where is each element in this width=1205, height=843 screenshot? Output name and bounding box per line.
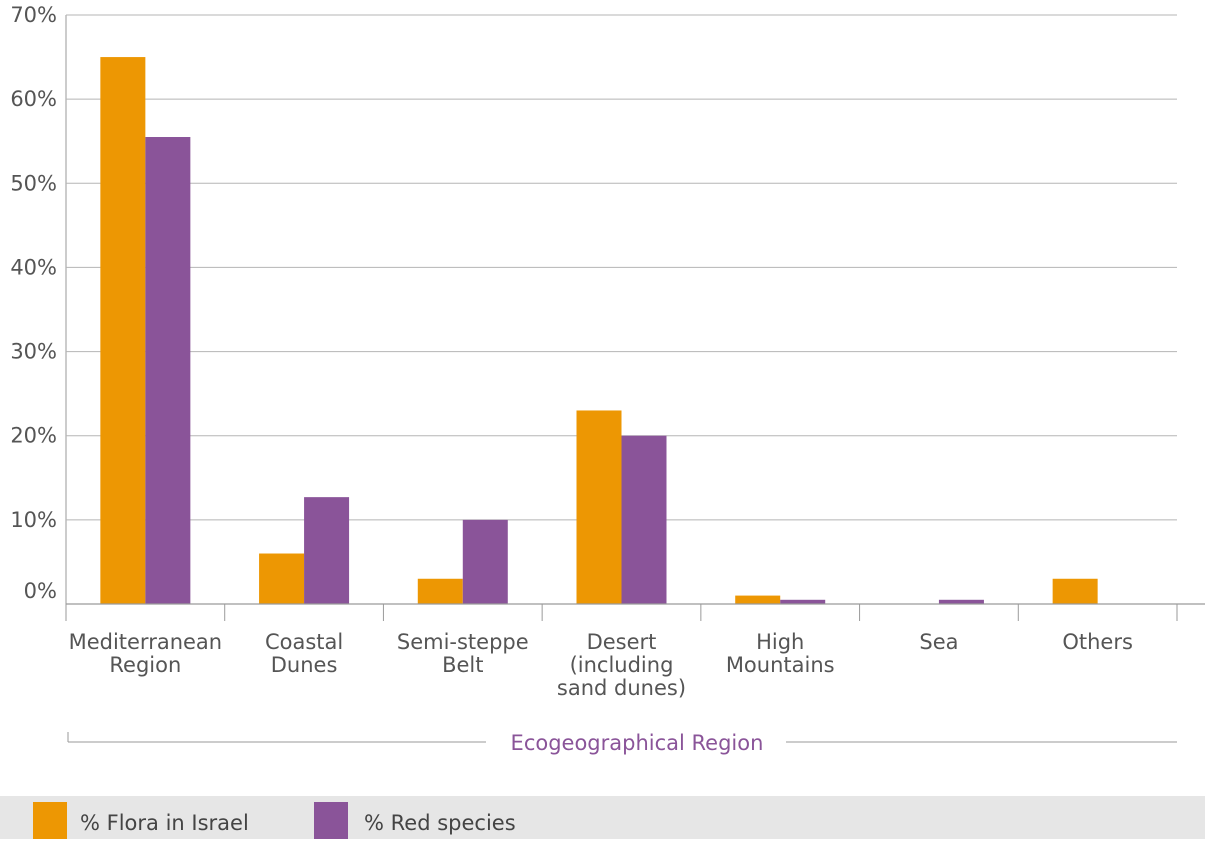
x-tick-label: Others <box>1062 630 1133 654</box>
y-tick-label: 10% <box>10 508 57 532</box>
bar-red-species <box>145 137 191 604</box>
legend-label-flora: % Flora in Israel <box>80 811 249 835</box>
y-tick-label: 50% <box>10 171 57 195</box>
bar-flora <box>100 57 146 605</box>
x-axis-title: Ecogeographical Region <box>511 731 764 755</box>
y-axis-ticks: 0% 10% 20% 30% 40% 50% 60% 70% <box>10 3 57 603</box>
legend-background <box>0 796 1205 839</box>
x-tick-label: Semi-steppe Belt <box>397 630 529 677</box>
bar-flora <box>735 595 781 604</box>
y-tick-label: 40% <box>10 255 57 279</box>
legend-swatch-red-species <box>314 802 348 839</box>
y-tick-label: 70% <box>10 3 57 27</box>
x-axis-title-group: Ecogeographical Region <box>67 731 1177 755</box>
x-tick-label: Desert (including sand dunes) <box>557 630 686 700</box>
bar-flora <box>576 410 622 604</box>
y-tick-label: 60% <box>10 87 57 111</box>
y-tick-label: 0% <box>24 579 57 603</box>
y-tick-label: 30% <box>10 340 57 364</box>
bar-red-species <box>621 435 667 604</box>
x-tick-label: Coastal Dunes <box>265 630 343 677</box>
x-tick-label: High Mountains <box>726 630 835 677</box>
x-tick-label: Sea <box>919 630 958 654</box>
legend-swatch-flora <box>33 802 67 839</box>
x-tick-label: Mediterranean Region <box>69 630 223 677</box>
legend: % Flora in Israel % Red species <box>0 796 1205 839</box>
bar-red-species <box>304 497 350 604</box>
x-axis: Mediterranean Region Coastal Dunes Semi-step… <box>65 603 1205 700</box>
bar-flora <box>259 553 305 604</box>
legend-label-red-species: % Red species <box>364 811 516 835</box>
bars <box>100 57 1098 605</box>
bar-red-species <box>462 519 508 604</box>
bar-flora <box>417 578 463 604</box>
bar-red-species <box>780 599 826 604</box>
bar-red-species <box>938 599 984 604</box>
bar-flora <box>1052 578 1098 604</box>
y-tick-label: 20% <box>10 424 57 448</box>
